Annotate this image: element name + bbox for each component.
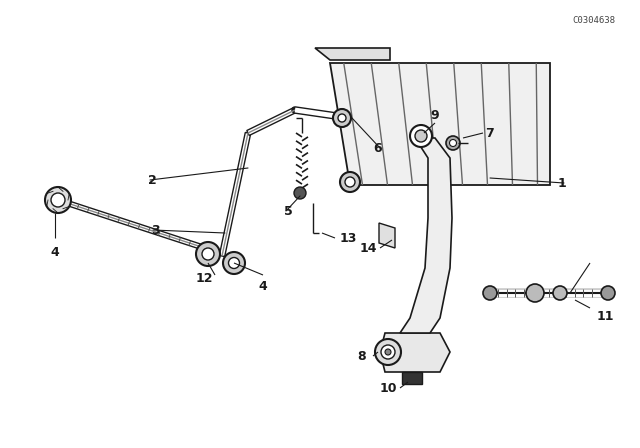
- Polygon shape: [400, 138, 452, 333]
- Circle shape: [51, 193, 65, 207]
- Text: 2: 2: [148, 173, 156, 186]
- Circle shape: [483, 286, 497, 300]
- Polygon shape: [379, 223, 395, 248]
- Text: 8: 8: [358, 349, 366, 362]
- Circle shape: [338, 114, 346, 122]
- Circle shape: [202, 248, 214, 260]
- Text: 3: 3: [150, 224, 159, 237]
- Circle shape: [196, 242, 220, 266]
- Circle shape: [415, 130, 427, 142]
- Circle shape: [375, 339, 401, 365]
- Circle shape: [45, 187, 71, 213]
- Circle shape: [340, 172, 360, 192]
- Circle shape: [223, 252, 245, 274]
- Text: 11: 11: [596, 310, 614, 323]
- Text: C0304638: C0304638: [573, 16, 616, 25]
- Circle shape: [381, 345, 395, 359]
- Circle shape: [410, 125, 432, 147]
- Text: 14: 14: [359, 241, 377, 254]
- Text: 1: 1: [557, 177, 566, 190]
- Polygon shape: [330, 63, 550, 185]
- Polygon shape: [315, 48, 390, 60]
- Polygon shape: [247, 108, 296, 135]
- Text: 5: 5: [284, 204, 292, 217]
- Circle shape: [333, 109, 351, 127]
- Circle shape: [446, 136, 460, 150]
- Circle shape: [526, 284, 544, 302]
- Text: 6: 6: [374, 142, 382, 155]
- Polygon shape: [402, 372, 422, 384]
- Text: 4: 4: [259, 280, 268, 293]
- Circle shape: [294, 187, 306, 199]
- Circle shape: [553, 286, 567, 300]
- Text: 12: 12: [195, 271, 212, 284]
- Text: 7: 7: [486, 126, 494, 139]
- Text: 10: 10: [380, 382, 397, 395]
- Polygon shape: [220, 133, 251, 257]
- Text: 13: 13: [339, 232, 356, 245]
- Circle shape: [345, 177, 355, 187]
- Text: 9: 9: [431, 108, 439, 121]
- Circle shape: [601, 286, 615, 300]
- Circle shape: [449, 139, 456, 146]
- Circle shape: [385, 349, 391, 355]
- Polygon shape: [57, 198, 221, 255]
- Text: 4: 4: [51, 246, 60, 258]
- Circle shape: [228, 258, 239, 268]
- Polygon shape: [380, 333, 450, 372]
